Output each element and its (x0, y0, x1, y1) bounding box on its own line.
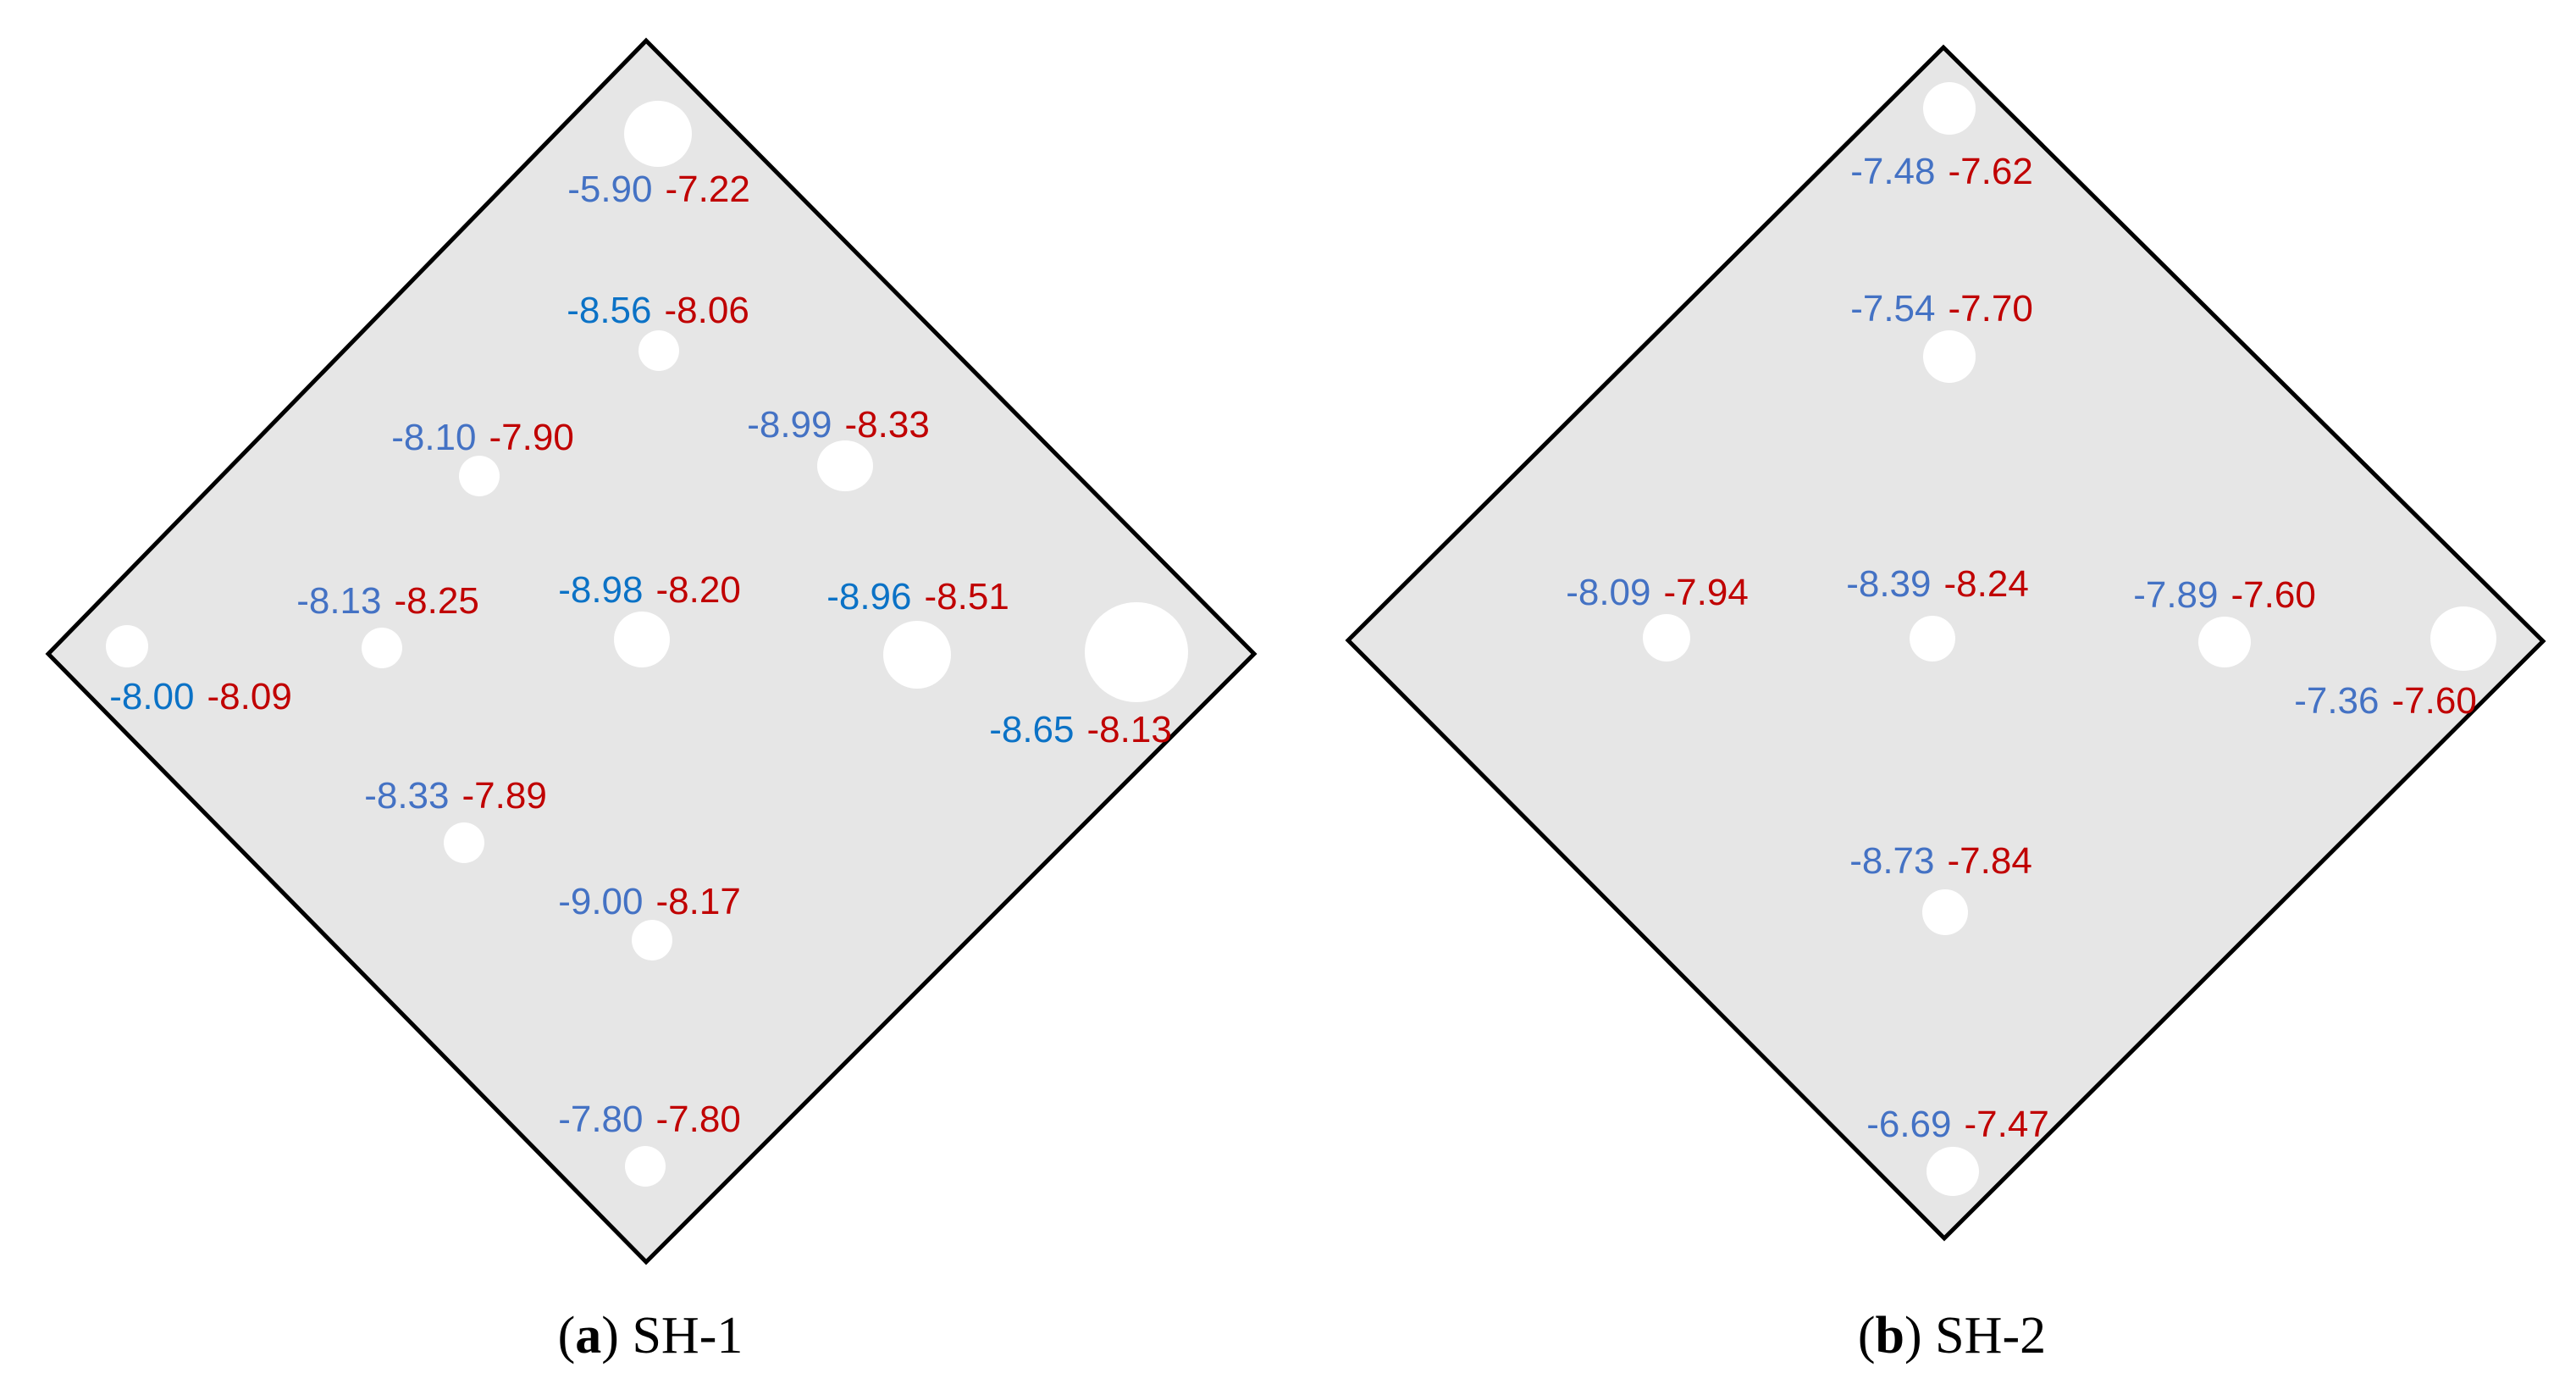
value-blue: -8.73 (1849, 840, 1935, 882)
point-value-label: -7.54 -7.70 (1850, 291, 2033, 328)
value-red: -8.25 (394, 580, 479, 622)
value-blue: -8.00 (109, 676, 195, 717)
measurement-hole-sh1-9 (1085, 602, 1188, 702)
value-red: -7.62 (1948, 151, 2033, 192)
value-blue: -8.96 (826, 576, 912, 617)
point-value-label: -7.80 -7.80 (558, 1101, 741, 1138)
measurement-hole-sh1-1 (624, 101, 692, 167)
point-value-label: -8.10 -7.90 (391, 419, 574, 457)
panel-caption: (b) SH-2 (1858, 1309, 2046, 1362)
value-red: -7.90 (489, 417, 574, 458)
panel-caption: (a) SH-1 (558, 1309, 744, 1362)
measurement-hole-sh1-12 (625, 1146, 666, 1187)
value-blue: -9.00 (558, 881, 644, 922)
value-red: -7.47 (1964, 1104, 2049, 1145)
point-value-label: -8.56 -8.06 (567, 292, 749, 329)
measurement-hole-sh1-7 (883, 621, 951, 689)
value-blue: -7.36 (2294, 680, 2380, 722)
measurement-hole-sh2-6 (2430, 606, 2496, 671)
point-value-label: -8.73 -7.84 (1849, 843, 2032, 880)
point-value-label: -8.09 -7.94 (1566, 574, 1749, 612)
point-value-label: -7.48 -7.62 (1850, 153, 2033, 191)
point-value-label: -8.99 -8.33 (747, 407, 930, 444)
value-blue: -6.69 (1866, 1104, 1952, 1145)
value-red: -7.60 (2231, 574, 2316, 616)
value-red: -8.13 (1086, 709, 1172, 750)
value-blue: -7.48 (1850, 151, 1936, 192)
measurement-hole-sh2-4 (1910, 616, 1955, 662)
value-red: -7.70 (1948, 288, 2033, 329)
value-red: -8.06 (664, 290, 749, 331)
point-value-label: -8.65 -8.13 (989, 711, 1172, 749)
value-red: -7.60 (2391, 680, 2477, 722)
caption-open-paren: ( (557, 1307, 576, 1365)
point-value-label: -8.98 -8.20 (558, 572, 741, 609)
value-red: -8.09 (207, 676, 292, 717)
value-blue: -8.56 (567, 290, 652, 331)
measurement-hole-sh2-5 (2198, 617, 2251, 667)
measurement-hole-sh1-2 (638, 330, 679, 371)
caption-letter: a (575, 1307, 602, 1365)
measurement-hole-sh2-7 (1922, 889, 1968, 935)
point-value-label: -9.00 -8.17 (558, 883, 741, 921)
point-value-label: -8.13 -8.25 (296, 583, 479, 620)
value-blue: -8.09 (1566, 572, 1651, 613)
point-value-label: -8.00 -8.09 (109, 678, 292, 716)
measurement-hole-sh2-3 (1643, 614, 1690, 662)
measurement-hole-sh1-6 (614, 612, 670, 667)
value-red: -8.24 (1943, 563, 2029, 605)
value-blue: -8.10 (391, 417, 477, 458)
point-value-label: -8.33 -7.89 (364, 778, 547, 815)
caption-letter: b (1875, 1307, 1905, 1365)
point-value-label: -7.89 -7.60 (2133, 577, 2316, 614)
measurement-hole-sh1-3 (459, 456, 500, 496)
measurement-hole-sh1-5 (362, 628, 402, 668)
value-red: -7.89 (462, 775, 547, 817)
value-blue: -8.65 (989, 709, 1075, 750)
measurement-hole-sh2-2 (1923, 330, 1976, 383)
value-blue: -8.39 (1846, 563, 1932, 605)
measurement-hole-sh1-11 (632, 920, 672, 960)
value-red: -7.22 (665, 169, 750, 210)
point-value-label: -5.90 -7.22 (567, 171, 750, 208)
value-blue: -8.98 (558, 569, 644, 611)
value-red: -8.51 (924, 576, 1009, 617)
value-red: -7.80 (655, 1099, 741, 1140)
measurement-hole-sh1-4 (817, 440, 873, 491)
point-value-label: -7.36 -7.60 (2294, 683, 2477, 720)
measurement-hole-sh2-1 (1923, 82, 1976, 135)
value-red: -7.84 (1947, 840, 2032, 882)
caption-label: ) SH-2 (1904, 1307, 2047, 1365)
measurement-hole-sh1-10 (444, 822, 484, 863)
measurement-hole-sh2-8 (1926, 1147, 1979, 1196)
value-blue: -8.33 (364, 775, 450, 817)
point-value-label: -6.69 -7.47 (1866, 1106, 2049, 1143)
value-blue: -8.13 (296, 580, 382, 622)
caption-label: ) SH-1 (601, 1307, 744, 1365)
value-blue: -7.54 (1850, 288, 1936, 329)
value-blue: -7.80 (558, 1099, 644, 1140)
caption-open-paren: ( (1857, 1307, 1876, 1365)
value-blue: -8.99 (747, 404, 832, 446)
measurement-hole-sh1-8 (106, 625, 148, 667)
value-red: -8.20 (655, 569, 741, 611)
value-blue: -5.90 (567, 169, 653, 210)
value-red: -7.94 (1663, 572, 1749, 613)
value-blue: -7.89 (2133, 574, 2219, 616)
point-value-label: -8.39 -8.24 (1846, 566, 2029, 603)
value-red: -8.33 (844, 404, 930, 446)
point-value-label: -8.96 -8.51 (826, 578, 1009, 616)
value-red: -8.17 (655, 881, 741, 922)
